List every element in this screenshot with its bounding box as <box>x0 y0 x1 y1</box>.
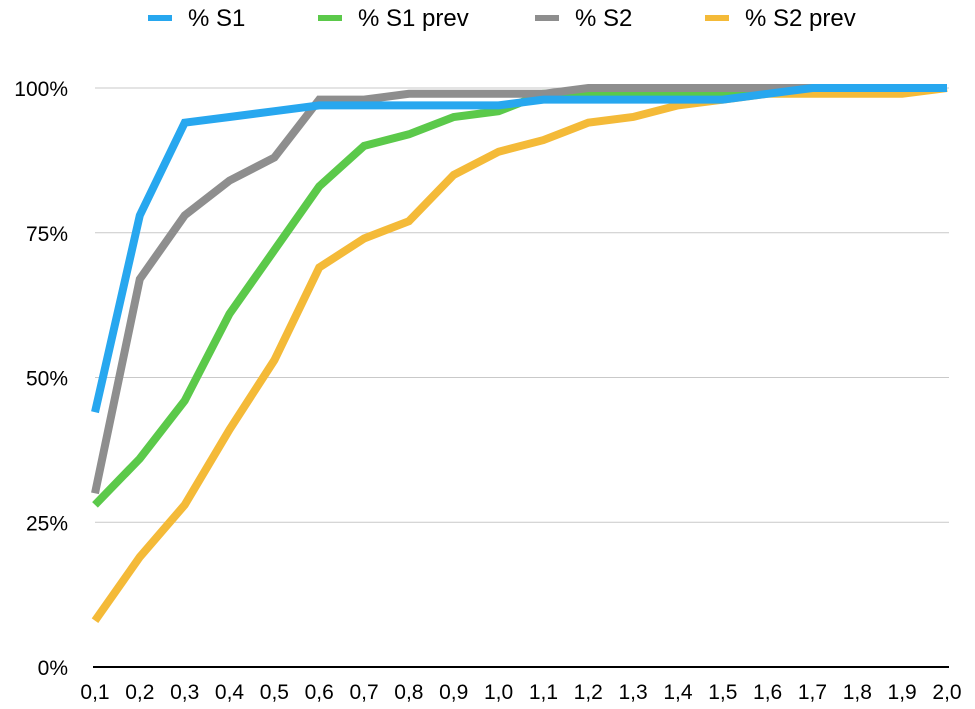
x-tick-label: 1,4 <box>663 681 693 704</box>
x-tick-label: 2,0 <box>932 681 961 704</box>
legend-label: % S2 prev <box>745 5 856 32</box>
x-tick-label: 0,2 <box>125 681 154 704</box>
legend-label: % S1 <box>188 5 245 32</box>
x-tick-label: 1,9 <box>888 681 917 704</box>
y-tick-label: 0% <box>38 657 68 680</box>
series-line-3 <box>91 84 948 624</box>
y-tick-label: 50% <box>26 368 68 391</box>
y-axis: 0% 25% 50% 75% 100% <box>14 78 68 680</box>
legend-label: % S1 prev <box>358 5 469 32</box>
x-tick-label: 0,6 <box>305 681 334 704</box>
x-tick-label: 0,9 <box>439 681 468 704</box>
x-tick-label: 1,6 <box>753 681 782 704</box>
x-tick-label: 0,7 <box>349 681 378 704</box>
x-tick-label: 0,5 <box>260 681 289 704</box>
x-tick-label: 1,8 <box>843 681 872 704</box>
y-tick-label: 100% <box>14 78 68 101</box>
x-tick-label: 0,8 <box>394 681 423 704</box>
x-tick-label: 1,2 <box>574 681 603 704</box>
legend: % S1 % S1 prev % S2 % S2 prev <box>148 5 856 32</box>
x-tick-label: 0,1 <box>80 681 109 704</box>
x-tick-label: 1,1 <box>529 681 558 704</box>
x-tick-label: 0,4 <box>215 681 245 704</box>
grid-lines <box>95 87 949 523</box>
x-tick-label: 1,3 <box>619 681 648 704</box>
x-tick-label: 0,3 <box>170 681 199 704</box>
y-tick-label: 75% <box>26 223 68 246</box>
y-tick-label: 25% <box>26 512 68 535</box>
x-tick-label: 1,7 <box>798 681 827 704</box>
series-line-0 <box>91 84 947 414</box>
x-axis: 0,1 0,2 0,3 0,4 0,5 0,6 0,7 0,8 0,9 1,0 1,1 1,2 1,3 1… <box>80 666 962 704</box>
x-tick-label: 1,5 <box>708 681 737 704</box>
x-tick-label: 1,0 <box>484 681 513 704</box>
legend-label: % S2 <box>575 5 632 32</box>
series-lines <box>91 84 948 624</box>
